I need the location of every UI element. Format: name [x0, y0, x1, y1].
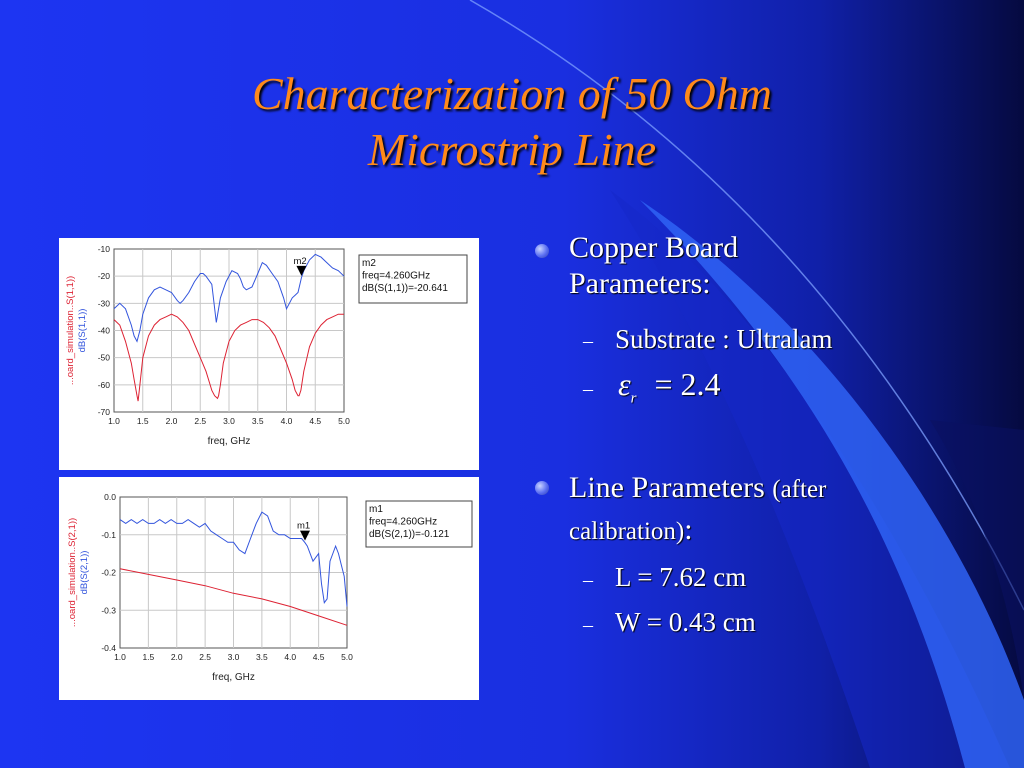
marker-label: m1 — [297, 521, 310, 532]
dash-1: – — [583, 330, 593, 352]
bullet-dot-2 — [535, 481, 549, 495]
x-tick-label: 3.0 — [228, 652, 240, 662]
x-tick-label: 3.5 — [256, 652, 268, 662]
marker-readout-box — [358, 254, 468, 304]
y-tick-label: -70 — [98, 407, 111, 417]
marker-readout-box — [365, 500, 473, 548]
bullet-2-main: Line Parameters — [569, 471, 765, 504]
y-axis-label-1: ...oard_simulation..S(2,1)) — [67, 518, 78, 627]
marker-readout-line: dB(S(2,1))=-0.121 — [369, 529, 450, 540]
x-tick-label: 2.5 — [194, 416, 206, 426]
marker-readout-line: m2 — [362, 258, 376, 269]
dash-4: – — [583, 614, 593, 636]
marker-label: m2 — [293, 256, 306, 267]
x-tick-label: 1.0 — [114, 652, 126, 662]
y-tick-label: -30 — [98, 298, 111, 308]
x-tick-label: 2.0 — [166, 416, 178, 426]
s21-chart-panel: 1.0 1.5 2.0 2.5 3.0 3.5 4.0 4.5 5.0 0.0 -0.1 -0.2 -0… — [59, 477, 479, 700]
s11-chart-panel: 1.0 1.5 2.0 2.5 3.0 3.5 4.0 4.5 5.0 -10 -20 -30 -40 -… — [59, 238, 479, 470]
dash-3: – — [583, 569, 593, 591]
x-tick-label: 2.5 — [199, 652, 211, 662]
series-line-2 — [119, 568, 348, 626]
bullet-2-paren: (after — [772, 476, 827, 503]
x-tick-label: 5.0 — [341, 652, 353, 662]
series-line-1 — [119, 511, 348, 607]
y-tick-label: -60 — [98, 380, 111, 390]
y-axis-label-2: dB(S(1,1)) — [77, 309, 88, 353]
sub-bullet-length: L = 7.62 cm — [615, 562, 747, 592]
bullet-dot-1 — [535, 244, 549, 258]
bullet-2-line-2: calibration) — [569, 518, 685, 545]
sub-bullet-epsilon: εr = 2.4 — [618, 366, 721, 407]
y-tick-label: -20 — [98, 271, 111, 281]
s11-chart: 1.0 1.5 2.0 2.5 3.0 3.5 4.0 4.5 5.0 -10 -20 -30 -40 -… — [65, 244, 468, 447]
bullet-1-line-1: Copper Board — [569, 231, 739, 264]
marker-readout-line: dB(S(1,1))=-20.641 — [362, 283, 448, 294]
bullet-1-line-2: Parameters: — [569, 267, 711, 300]
s21-chart: 1.0 1.5 2.0 2.5 3.0 3.5 4.0 4.5 5.0 0.0 -0.1 -0.2 -0… — [67, 492, 473, 683]
y-tick-label: -0.2 — [101, 568, 116, 578]
title-line-1: Characterization of 50 Ohm — [251, 68, 773, 119]
y-axis-label-2: dB(S(2,1)) — [79, 551, 90, 595]
series-line-2 — [113, 313, 344, 402]
y-tick-label: -10 — [98, 244, 111, 254]
x-tick-label: 4.0 — [284, 652, 296, 662]
bullet-copper-board: Copper Board Parameters: — [569, 230, 738, 302]
y-tick-label: -0.1 — [101, 530, 116, 540]
x-tick-label: 4.0 — [281, 416, 293, 426]
y-tick-label: 0.0 — [104, 492, 116, 502]
x-axis-label: freq, GHz — [208, 436, 251, 447]
y-tick-label: -40 — [98, 326, 111, 336]
x-tick-label: 2.0 — [171, 652, 183, 662]
y-axis-label-1: ...oard_simulation..S(1,1)) — [65, 276, 76, 385]
y-tick-label: -0.4 — [101, 643, 116, 653]
marker-triangle — [300, 530, 311, 541]
y-tick-label: -50 — [98, 353, 111, 363]
epsilon-value: = 2.4 — [654, 366, 721, 402]
x-tick-label: 1.5 — [137, 416, 149, 426]
x-tick-label: 4.5 — [309, 416, 321, 426]
x-axis-label: freq, GHz — [212, 672, 255, 683]
x-tick-label: 5.0 — [338, 416, 350, 426]
sub-bullet-width: W = 0.43 cm — [615, 607, 756, 637]
epsilon-symbol: ε — [618, 366, 631, 402]
bullet-line-parameters: Line Parameters (after calibration): — [569, 468, 826, 552]
slide-title: Characterization of 50 Ohm Microstrip Li… — [0, 66, 1024, 178]
x-tick-label: 3.0 — [223, 416, 235, 426]
bullet-2-colon: : — [684, 513, 693, 546]
x-tick-label: 3.5 — [252, 416, 264, 426]
series-line-1 — [113, 253, 345, 343]
sub-bullet-substrate: Substrate : Ultralam — [615, 324, 833, 354]
marker-triangle — [296, 265, 307, 276]
y-tick-label: -0.3 — [101, 605, 116, 615]
x-tick-label: 1.5 — [142, 652, 154, 662]
marker-readout-line: m1 — [369, 504, 383, 515]
marker-readout-line: freq=4.260GHz — [362, 271, 430, 282]
x-tick-label: 4.5 — [313, 652, 325, 662]
title-line-2: Microstrip Line — [367, 124, 657, 175]
marker-readout-line: freq=4.260GHz — [369, 517, 437, 528]
x-tick-label: 1.0 — [108, 416, 120, 426]
dash-2: – — [583, 378, 593, 400]
epsilon-subscript: r — [630, 390, 637, 407]
